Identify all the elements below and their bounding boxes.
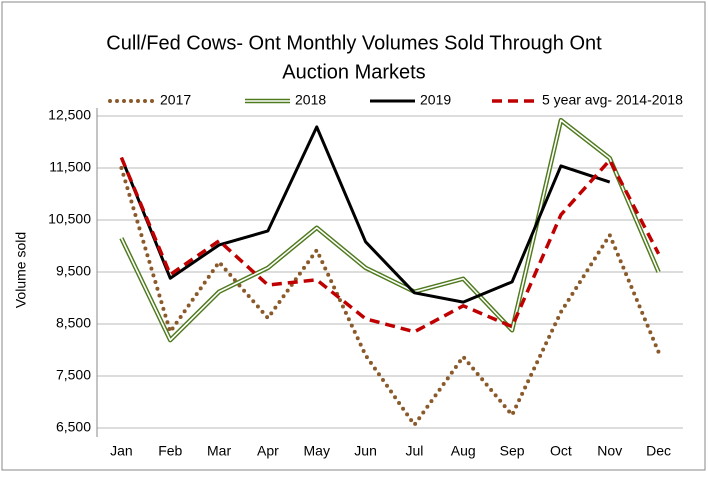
y-tick-label: 11,500 (49, 159, 91, 175)
legend-label: 5 year avg- 2014-2018 (542, 92, 683, 108)
y-tick-label: 8,500 (56, 315, 91, 331)
x-tick-label: Dec (646, 443, 671, 459)
chart-frame (1, 1, 706, 471)
x-tick-label: Feb (158, 443, 182, 459)
series-line-inner (120, 119, 660, 341)
x-tick-label: Mar (207, 443, 231, 459)
x-tick-label: Jun (354, 443, 377, 459)
chart-title: Auction Markets (282, 61, 425, 83)
x-tick-label: Jan (110, 443, 133, 459)
x-tick-label: Aug (451, 443, 476, 459)
legend-label: 2017 (160, 92, 191, 108)
y-tick-label: 6,500 (56, 419, 91, 435)
series-line (120, 125, 611, 304)
y-tick-label: 12,500 (48, 107, 91, 123)
chart-title: Cull/Fed Cows- Ont Monthly Volumes Sold … (106, 32, 602, 54)
x-tick-label: Sep (500, 443, 525, 459)
x-tick-label: Apr (257, 443, 279, 459)
x-tick-label: Oct (550, 443, 572, 459)
series-line (119, 156, 661, 334)
y-tick-label: 10,500 (48, 211, 91, 227)
series-line (119, 166, 661, 427)
legend-label: 2019 (420, 92, 451, 108)
y-tick-label: 9,500 (56, 263, 91, 279)
x-tick-label: Jul (405, 443, 423, 459)
y-tick-label: 7,500 (56, 367, 91, 383)
x-tick-label: Nov (597, 443, 622, 459)
legend-label: 2018 (295, 92, 326, 108)
y-axis-label: Volume sold (13, 232, 29, 308)
x-tick-label: May (304, 443, 330, 459)
